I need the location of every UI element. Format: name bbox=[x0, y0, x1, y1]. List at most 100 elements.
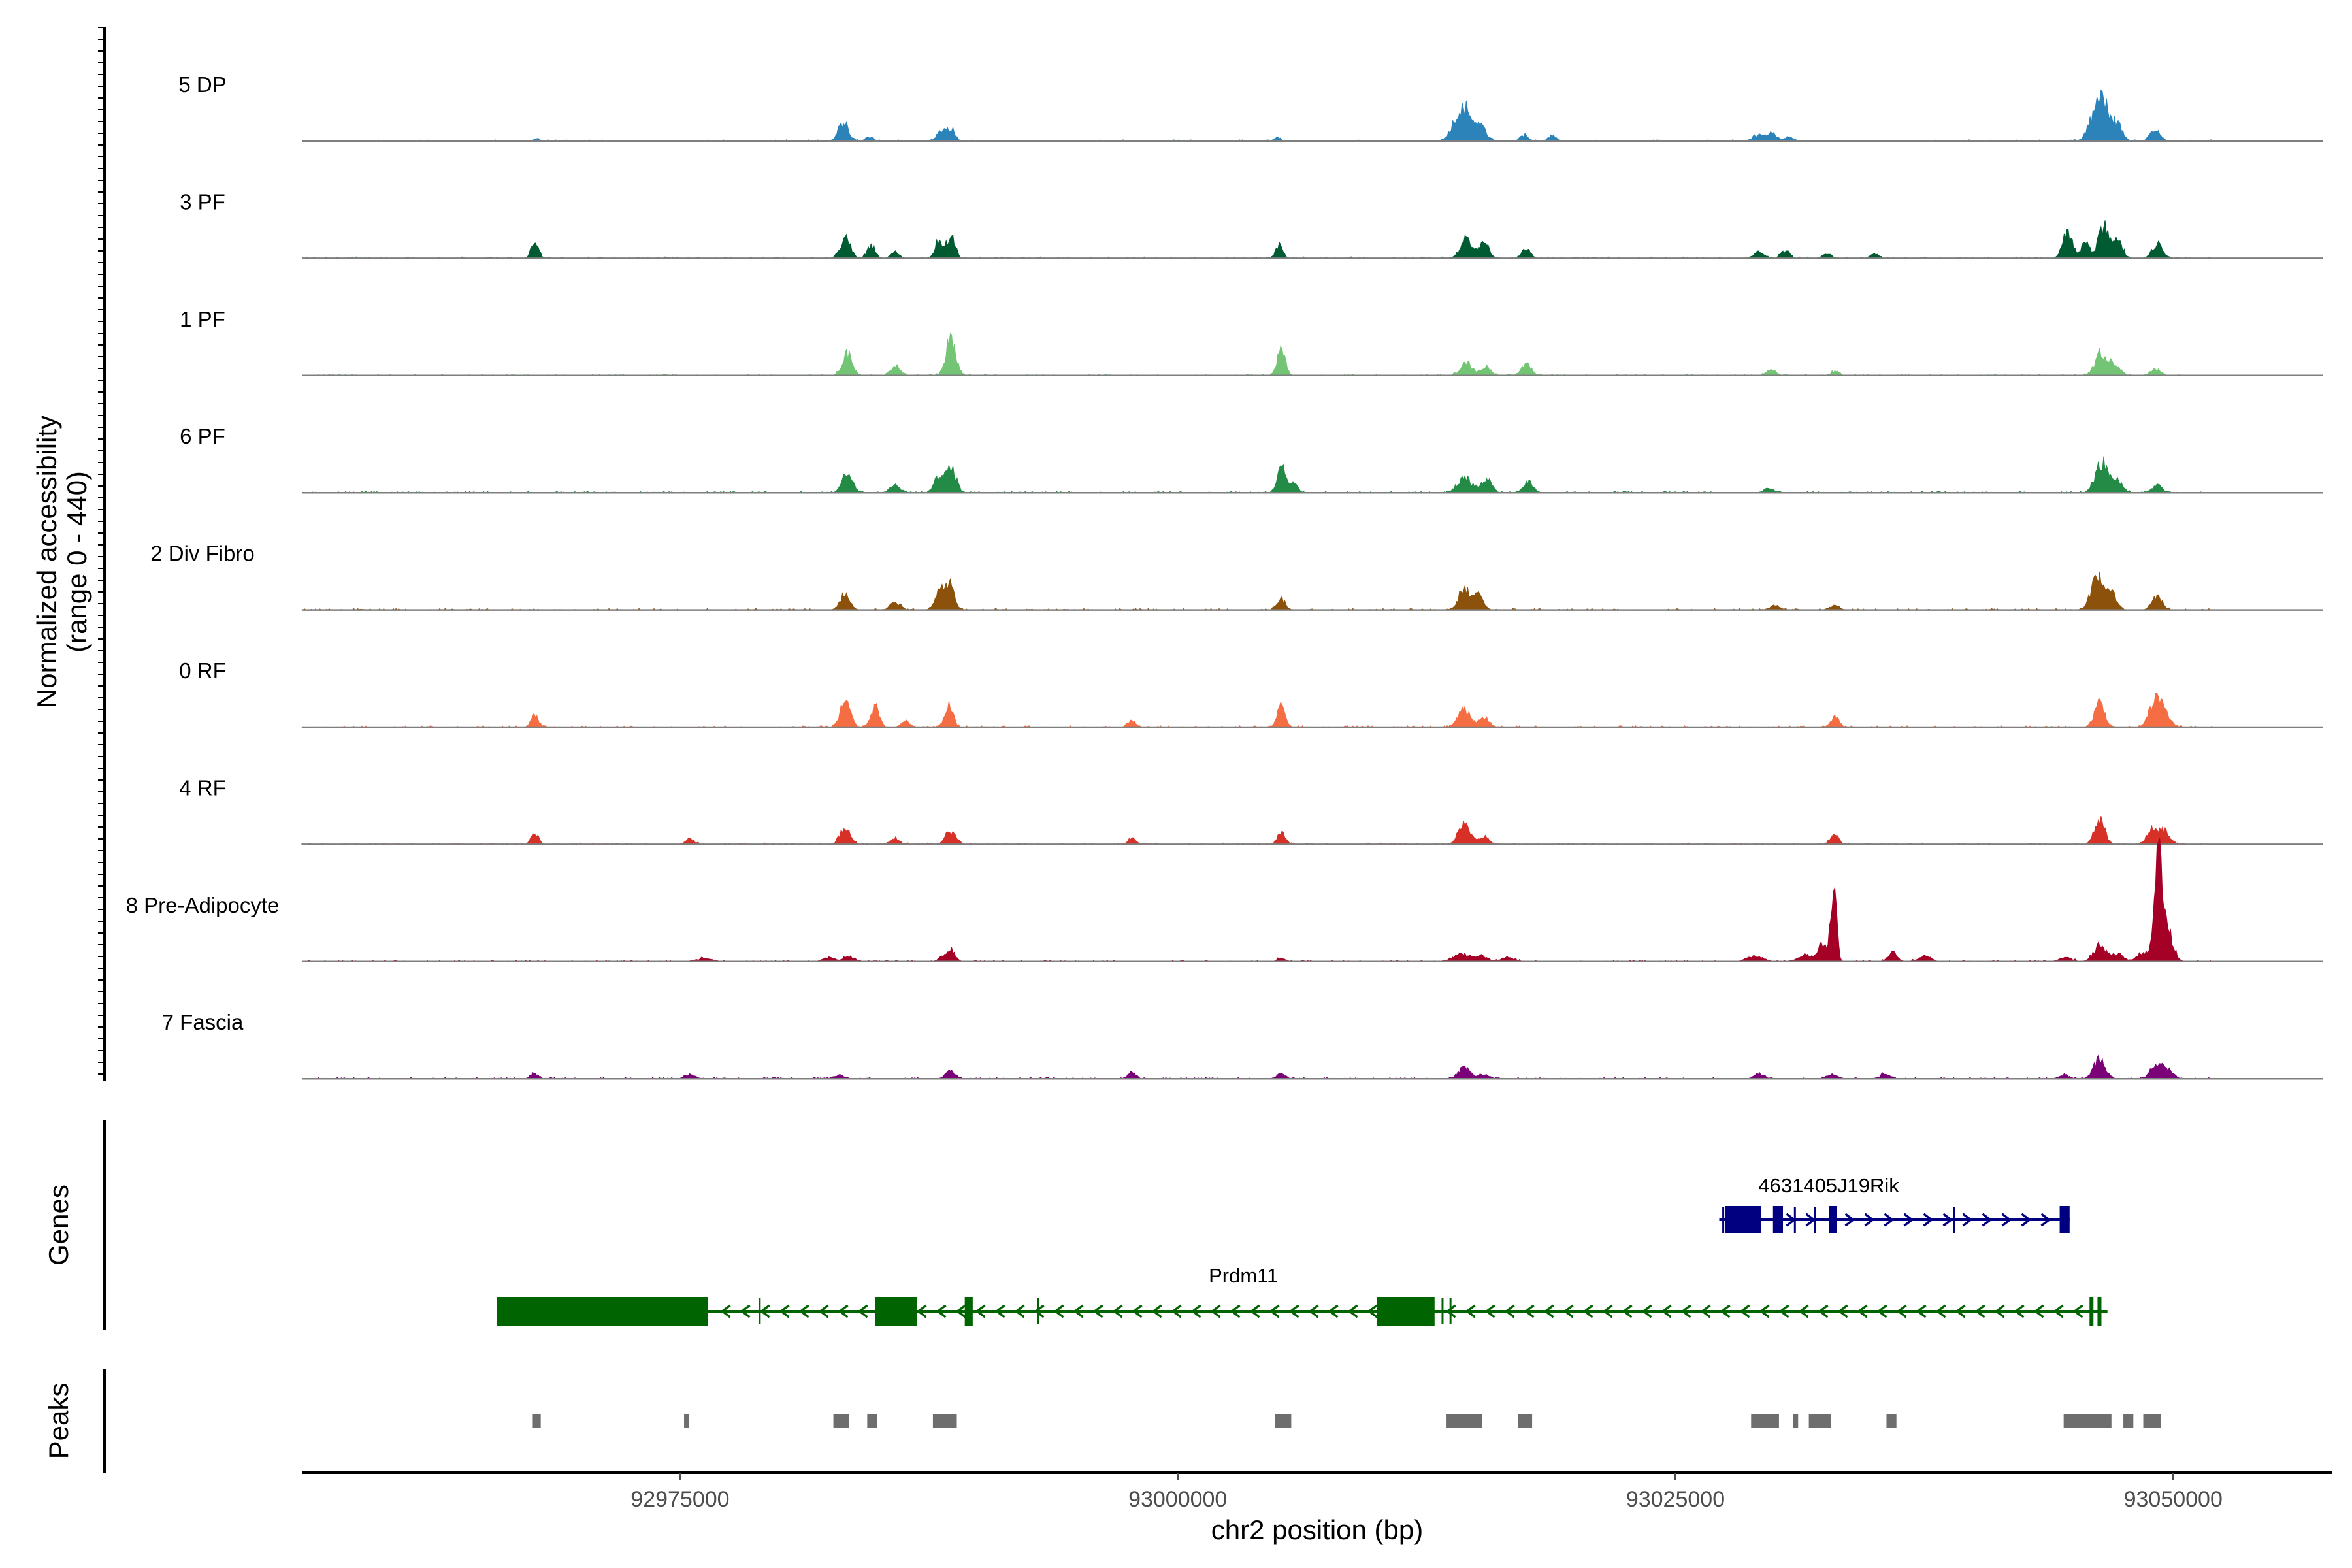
x-tick-label: 93025000 bbox=[1626, 1487, 1725, 1512]
gene-strand-chevron bbox=[1171, 1304, 1182, 1318]
x-axis-ticks: 92975000 93000000 93025000 93050000 bbox=[630, 1473, 2223, 1512]
gene-strand-chevron bbox=[1739, 1304, 1750, 1318]
gene-strand-chevron bbox=[1190, 1304, 1201, 1318]
track-5-dp: 5 DP bbox=[178, 73, 2323, 142]
y-axis-label-line1: Normalized accessibility bbox=[31, 416, 62, 708]
gene-strand-chevron bbox=[955, 1304, 966, 1318]
gene-strand-chevron bbox=[1053, 1304, 1064, 1318]
gene-strand-chevron bbox=[740, 1304, 751, 1318]
y-axis-label-line2: (range 0 - 440) bbox=[61, 471, 92, 653]
gene-strand-chevron bbox=[1923, 1213, 1934, 1227]
track-3-pf: 3 PF bbox=[180, 189, 2323, 259]
gene-strand-chevron bbox=[720, 1304, 731, 1318]
gene-models: 4631405J19Rik Prdm11 bbox=[497, 1174, 2108, 1326]
gene-exon bbox=[1829, 1206, 1837, 1233]
gene-strand-chevron bbox=[1563, 1304, 1574, 1318]
peak-region bbox=[867, 1414, 877, 1428]
gene-strand-chevron bbox=[1367, 1304, 1378, 1318]
y-axis-title: Normalized accessibility (range 0 - 440) bbox=[31, 416, 92, 708]
peak-region bbox=[932, 1414, 957, 1428]
peak-region bbox=[1275, 1414, 1292, 1428]
gene-strand-chevron bbox=[1994, 1304, 2005, 1318]
gene-strand-chevron bbox=[1903, 1213, 1914, 1227]
gene-strand-chevron bbox=[1582, 1304, 1593, 1318]
peak-region bbox=[1886, 1414, 1897, 1428]
gene-strand-chevron bbox=[1347, 1304, 1358, 1318]
gene-strand-chevron bbox=[1230, 1304, 1241, 1318]
gene-strand-chevron bbox=[1962, 1213, 1973, 1227]
gene-strand-chevron bbox=[1249, 1304, 1260, 1318]
track-label: 6 PF bbox=[180, 424, 225, 448]
gene-strand-chevron bbox=[1269, 1304, 1280, 1318]
gene-strand-chevron bbox=[1308, 1304, 1319, 1318]
gene-strand-chevron bbox=[2072, 1304, 2083, 1318]
gene-strand-chevron bbox=[1014, 1304, 1025, 1318]
track-7-fascia: 7 Fascia bbox=[162, 1010, 2323, 1080]
peak-regions bbox=[532, 1414, 2161, 1428]
peak-region bbox=[684, 1414, 690, 1428]
peak-region bbox=[1808, 1414, 1831, 1428]
x-tick-label: 92975000 bbox=[630, 1487, 729, 1512]
peaks-panel-label: Peaks bbox=[43, 1383, 74, 1460]
gene-exon bbox=[2089, 1297, 2094, 1326]
gene-strand-chevron bbox=[1092, 1304, 1103, 1318]
gene-strand-chevron bbox=[916, 1304, 927, 1318]
gene-exon bbox=[964, 1297, 973, 1326]
gene-strand-chevron bbox=[1602, 1304, 1613, 1318]
gene-strand-chevron bbox=[1700, 1304, 1711, 1318]
gene-strand-chevron bbox=[1974, 1304, 1985, 1318]
gene-strand-chevron bbox=[1328, 1304, 1339, 1318]
peaks-panel: Peaks bbox=[43, 1369, 2161, 1473]
gene-strand-chevron bbox=[818, 1304, 829, 1318]
gene-strand-chevron bbox=[1798, 1304, 1809, 1318]
gene-strand-chevron bbox=[1132, 1304, 1143, 1318]
gene-strand-chevron bbox=[1778, 1304, 1789, 1318]
gene-strand-chevron bbox=[1818, 1304, 1829, 1318]
track-6-pf: 6 PF bbox=[180, 424, 2323, 494]
track-label: 8 Pre-Adipocyte bbox=[126, 893, 280, 917]
genes-panel-label: Genes bbox=[43, 1184, 74, 1266]
gene-strand-chevron bbox=[1876, 1304, 1887, 1318]
x-tick-label: 93000000 bbox=[1128, 1487, 1227, 1512]
track-label: 2 Div Fibro bbox=[150, 542, 255, 566]
gene-strand-chevron bbox=[936, 1304, 947, 1318]
gene-strand-chevron bbox=[779, 1304, 790, 1318]
x-axis: 92975000 93000000 93025000 93050000 chr2 po… bbox=[302, 1471, 2332, 1545]
peak-region bbox=[2143, 1414, 2161, 1428]
x-axis-label: chr2 position (bp) bbox=[1211, 1514, 1424, 1545]
track-label: 3 PF bbox=[180, 189, 225, 214]
gene-exon bbox=[2059, 1206, 2070, 1233]
gene-prdm11: Prdm11 bbox=[497, 1264, 2108, 1326]
track-label: 0 RF bbox=[179, 659, 226, 683]
gene-exon bbox=[875, 1297, 917, 1326]
track-label: 4 RF bbox=[179, 776, 226, 800]
x-tick-label: 93050000 bbox=[2124, 1487, 2223, 1512]
gene-strand-chevron bbox=[1112, 1304, 1123, 1318]
peak-region bbox=[1518, 1414, 1533, 1428]
peak-region bbox=[1793, 1414, 1799, 1428]
gene-strand-chevron bbox=[1759, 1304, 1770, 1318]
gene-strand-chevron bbox=[2033, 1304, 2044, 1318]
gene-strand-chevron bbox=[1151, 1304, 1162, 1318]
coverage-tracks: 5 DP 3 PF 1 PF 6 PF 2 Div Fibro 0 RF 4 RF 8 Pre… bbox=[126, 73, 2323, 1080]
gene-strand-chevron bbox=[1073, 1304, 1084, 1318]
gene-strand-chevron bbox=[759, 1304, 770, 1318]
peak-region bbox=[833, 1414, 849, 1428]
gene-strand-chevron bbox=[1524, 1304, 1535, 1318]
gene-strand-chevron bbox=[1916, 1304, 1927, 1318]
gene-label: 4631405J19Rik bbox=[1758, 1174, 1899, 1197]
track-label: 1 PF bbox=[180, 307, 225, 331]
gene-strand-chevron bbox=[838, 1304, 849, 1318]
gene-strand-chevron bbox=[1982, 1213, 1993, 1227]
gene-strand-chevron bbox=[1661, 1304, 1672, 1318]
gene-exon bbox=[2097, 1297, 2102, 1326]
gene-strand-chevron bbox=[1942, 1213, 1953, 1227]
track-1-pf: 1 PF bbox=[180, 307, 2323, 377]
gene-exon bbox=[1725, 1206, 1761, 1233]
track-label: 7 Fascia bbox=[162, 1010, 244, 1034]
gene-label: Prdm11 bbox=[1209, 1264, 1278, 1287]
gene-strand-chevron bbox=[1288, 1304, 1299, 1318]
gene-strand-chevron bbox=[994, 1304, 1005, 1318]
